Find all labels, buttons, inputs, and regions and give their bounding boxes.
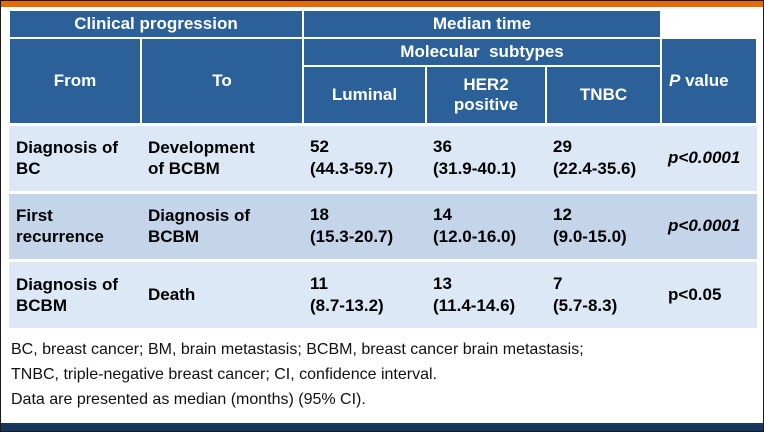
median-value: 13	[433, 274, 452, 293]
header-clinical-progression: Clinical progression	[8, 9, 304, 39]
median-value: 11	[310, 274, 328, 293]
confidence-interval: (31.9-40.1)	[433, 159, 517, 178]
table-row-1: Diagnosis of BC Development of BCBM 52 (…	[9, 122, 758, 192]
header-p-value: P value	[660, 37, 759, 125]
cell-to: Development of BCBM	[141, 122, 303, 192]
header-median-time: Median time	[301, 9, 663, 39]
cell-median-tnbc: 12 (9.0-15.0)	[546, 190, 662, 260]
table-row-3: Diagnosis of BCBM Death 11 (8.7-13.2) 13…	[9, 258, 758, 328]
median-value: 12	[553, 205, 572, 225]
confidence-interval: (9.0-15.0)	[553, 227, 627, 246]
top-accent-bar	[1, 1, 763, 7]
header-row-3: Luminal HER2 positive TNBC	[9, 65, 757, 125]
clinical-progression-table: Clinical progression Median time From To…	[8, 9, 759, 328]
median-value: 52	[310, 137, 329, 157]
footnote-line: TNBC, triple-negative breast cancer; CI,…	[11, 365, 437, 383]
header-to: To	[140, 37, 304, 125]
cell-from: Diagnosis of BCBM	[9, 258, 141, 328]
cell-from: Diagnosis of BC	[9, 122, 141, 192]
confidence-interval: (12.0-16.0)	[433, 227, 517, 246]
confidence-interval: (5.7-8.3)	[553, 295, 618, 315]
header-tnbc: TNBC	[544, 65, 663, 125]
header-molecular-subtypes: Molecular subtypes	[301, 37, 663, 67]
confidence-interval: (8.7-13.2)	[310, 295, 384, 315]
confidence-interval: (11.4-14.6)	[433, 295, 516, 315]
median-value: 29	[553, 137, 572, 157]
cell-from: First recurrence	[9, 190, 141, 260]
header-empty-corner	[661, 10, 758, 38]
cell-p-value: p<0.0001	[661, 190, 758, 260]
cell-to: Diagnosis of BCBM	[141, 190, 303, 260]
confidence-interval: (22.4-35.6)	[553, 159, 637, 178]
cell-median-tnbc: 7 (5.7-8.3)	[546, 258, 662, 328]
cell-median-her2: 36 (31.9-40.1)	[426, 122, 546, 192]
cell-median-luminal: 11 (8.7-13.2)	[303, 258, 426, 328]
cell-median-luminal: 52 (44.3-59.7)	[303, 122, 426, 192]
cell-p-value: p<0.0001	[661, 122, 758, 192]
footnote-line: BC, breast cancer; BM, brain metastasis;…	[11, 341, 584, 358]
footnotes: BC, breast cancer; BM, brain metastasis;…	[1, 328, 763, 423]
median-value: 36	[433, 137, 452, 157]
bottom-accent-bar	[1, 423, 763, 431]
header-row-1: Clinical progression Median time	[8, 9, 758, 39]
median-value: 14	[433, 205, 452, 225]
median-value: 7	[553, 274, 563, 293]
confidence-interval: (15.3-20.7)	[310, 227, 394, 246]
cell-median-luminal: 18 (15.3-20.7)	[303, 190, 426, 260]
p-value-italic-letter: P	[669, 70, 681, 90]
header-row-2: From To Molecular subtypes P value	[8, 37, 759, 125]
header-her2-positive: HER2 positive	[425, 65, 547, 125]
median-value: 18	[310, 205, 329, 225]
p-value-rest: value	[680, 70, 729, 90]
confidence-interval: (44.3-59.7)	[310, 159, 394, 178]
cell-median-her2: 13 (11.4-14.6)	[426, 258, 546, 328]
header-luminal: Luminal	[302, 65, 427, 125]
cell-median-her2: 14 (12.0-16.0)	[426, 190, 546, 260]
footnote-line: Data are presented as median (months) (9…	[11, 390, 366, 408]
cell-to: Death	[141, 258, 303, 328]
cell-p-value: p<0.05	[661, 258, 758, 328]
header-from: From	[8, 37, 142, 125]
table-row-2: First recurrence Diagnosis of BCBM 18 (1…	[9, 190, 758, 260]
cell-median-tnbc: 29 (22.4-35.6)	[546, 122, 662, 192]
